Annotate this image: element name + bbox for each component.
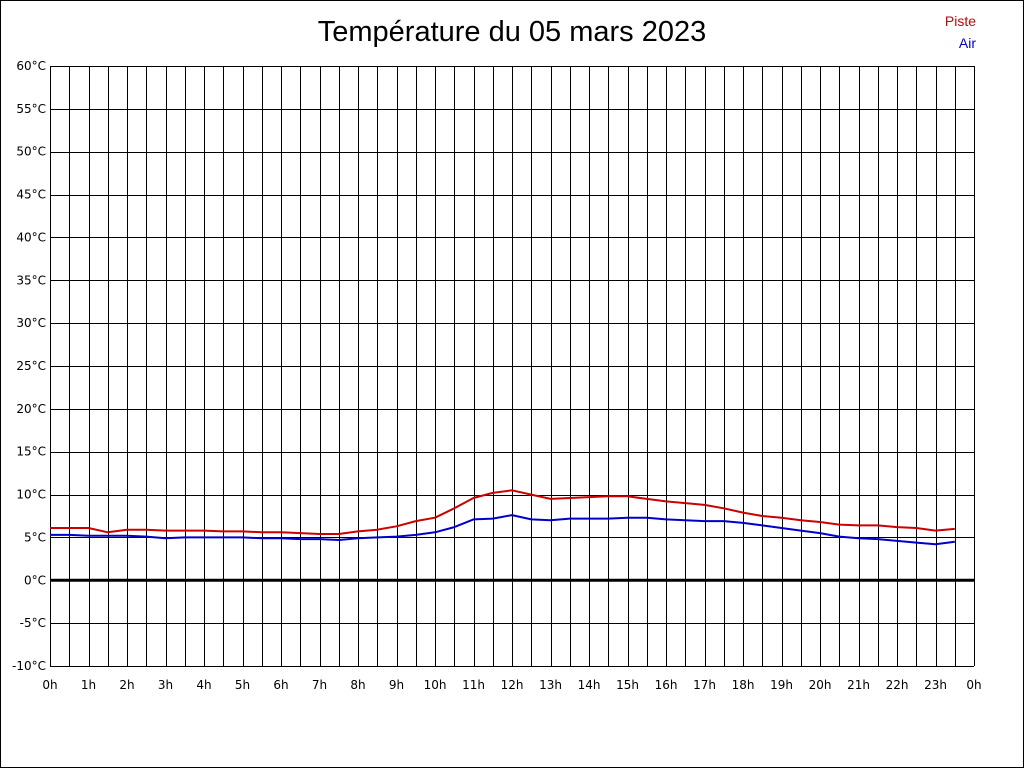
y-tick-label: 30°C <box>16 316 46 330</box>
x-tick-label: 11h <box>462 678 485 692</box>
x-tick-label: 9h <box>389 678 404 692</box>
x-tick-label: 10h <box>424 678 447 692</box>
y-tick-label: -5°C <box>20 616 46 630</box>
y-tick-label: 55°C <box>16 102 46 116</box>
x-tick-label: 2h <box>119 678 134 692</box>
x-tick-label: 14h <box>578 678 601 692</box>
x-tick-label: 3h <box>158 678 173 692</box>
x-tick-label: 0h <box>42 678 57 692</box>
y-tick-label: 35°C <box>16 273 46 287</box>
y-axis-labels: 60°C 55°C 50°C 45°C 40°C 35°C 30°C 25°C 20°C 15°C… <box>12 59 46 673</box>
x-tick-label: 0h <box>966 678 981 692</box>
y-tick-label: 5°C <box>24 530 46 544</box>
y-tick-label: 50°C <box>16 145 46 159</box>
x-tick-label: 15h <box>616 678 639 692</box>
y-tick-label: 25°C <box>16 359 46 373</box>
x-tick-label: 7h <box>312 678 327 692</box>
x-tick-label: 1h <box>81 678 96 692</box>
x-tick-label: 13h <box>539 678 562 692</box>
y-tick-label: 10°C <box>16 488 46 502</box>
y-tick-label: 40°C <box>16 230 46 244</box>
chart-title: Température du 05 mars 2023 <box>317 16 707 48</box>
series-group <box>50 489 955 546</box>
x-tick-label: 23h <box>924 678 947 692</box>
y-tick-label: -10°C <box>12 659 46 673</box>
legend-air: Air <box>958 35 976 51</box>
x-tick-label: 19h <box>770 678 793 692</box>
y-tick-label: 15°C <box>16 445 46 459</box>
x-tick-label: 8h <box>350 678 365 692</box>
x-tick-label: 12h <box>501 678 524 692</box>
y-tick-label: 20°C <box>16 402 46 416</box>
series-line-piste <box>50 489 955 535</box>
x-tick-label: 4h <box>196 678 211 692</box>
x-tick-label: 20h <box>809 678 832 692</box>
x-tick-label: 18h <box>732 678 755 692</box>
x-tick-label: 6h <box>273 678 288 692</box>
y-tick-label: 45°C <box>16 188 46 202</box>
x-tick-label: 5h <box>235 678 250 692</box>
y-tick-label: 0°C <box>24 573 46 587</box>
x-tick-label: 21h <box>847 678 870 692</box>
x-tick-label: 22h <box>886 678 909 692</box>
x-axis-labels: 0h 1h 2h 3h 4h 5h 6h 7h 8h 9h 10h 11h 12h 13h 14h 15h 16… <box>42 678 981 692</box>
legend-piste: Piste <box>944 13 976 29</box>
series-line-air <box>50 514 955 546</box>
grid <box>50 66 975 667</box>
y-tick-label: 60°C <box>16 59 46 73</box>
x-tick-label: 17h <box>693 678 716 692</box>
x-tick-label: 16h <box>655 678 678 692</box>
